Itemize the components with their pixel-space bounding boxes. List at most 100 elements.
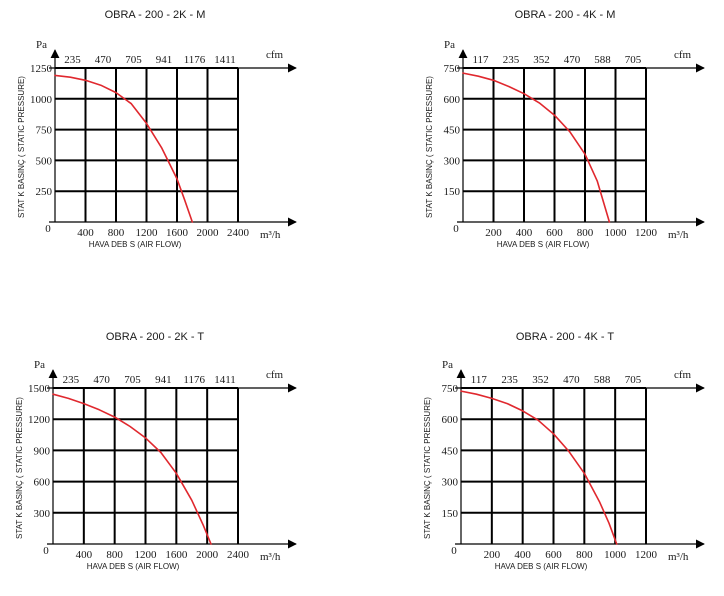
top-unit-label: cfm xyxy=(266,369,284,381)
y-tick-label: 300 xyxy=(444,155,461,167)
y-tick-label: 750 xyxy=(444,63,461,75)
performance-curve xyxy=(460,390,618,545)
chart-title: OBRA - 200 - 2K - M xyxy=(105,9,206,21)
top-tick-label: 1176 xyxy=(183,374,205,386)
y-tick-label: 300 xyxy=(34,508,51,520)
chart-title: OBRA - 200 - 4K - T xyxy=(516,331,615,343)
x-tick-label: 800 xyxy=(576,549,593,561)
y-unit-label: Pa xyxy=(36,39,47,51)
y-tick-label: 150 xyxy=(444,186,461,198)
x-unit-label: m³/h xyxy=(260,229,281,241)
chart-4: OBRA - 200 - 4K - T 200 400 600 800 1000 1200 1… xyxy=(423,331,705,571)
top-tick-label: 235 xyxy=(503,54,520,66)
y-tick-label: 600 xyxy=(442,414,459,426)
x-tick-label: 1600 xyxy=(165,549,188,561)
top-tick-label: 470 xyxy=(563,374,580,386)
top-tick-label: 235 xyxy=(64,54,81,66)
top-tick-label: 470 xyxy=(93,374,110,386)
top-tick-label: 941 xyxy=(156,54,173,66)
top-tick-label: 352 xyxy=(532,374,549,386)
top-tick-label: 470 xyxy=(95,54,112,66)
x-tick-label: 800 xyxy=(108,227,125,239)
x-axis-title: HAVA DEB S (AIR FLOW) xyxy=(497,240,590,249)
top-unit-label: cfm xyxy=(266,49,284,61)
top-unit-label: cfm xyxy=(674,49,692,61)
top-tick-label: 588 xyxy=(594,54,611,66)
top-tick-label: 470 xyxy=(564,54,581,66)
x-tick-label: 1200 xyxy=(635,549,658,561)
top-tick-label: 235 xyxy=(501,374,518,386)
x-tick-label: 600 xyxy=(545,549,562,561)
y-tick-label: 500 xyxy=(36,155,53,167)
chart-title: OBRA - 200 - 4K - M xyxy=(515,9,616,21)
x-axis-title: HAVA DEB S (AIR FLOW) xyxy=(495,562,588,571)
y-tick-label: 1500 xyxy=(28,383,51,395)
y-tick-label: 1000 xyxy=(30,94,53,106)
x-tick-label: 800 xyxy=(106,549,123,561)
x-tick-label: 400 xyxy=(76,549,93,561)
top-tick-label: 588 xyxy=(594,374,611,386)
y-tick-label: 250 xyxy=(36,186,53,198)
y-tick-label: 750 xyxy=(36,125,53,137)
x-tick-label: 400 xyxy=(516,227,533,239)
x-tick-label: 200 xyxy=(485,227,502,239)
top-tick-label: 1176 xyxy=(184,54,206,66)
top-tick-label: 117 xyxy=(472,54,489,66)
y-axis-title: STAT K BASINÇ ( STATIC PRESSURE) xyxy=(423,397,432,539)
y-tick-label: 300 xyxy=(442,477,459,489)
y-tick-label: 750 xyxy=(442,383,459,395)
y-axis-title: STAT K BASINÇ ( STATIC PRESSURE) xyxy=(17,76,26,218)
y-tick-label: 600 xyxy=(444,94,461,106)
origin-label: 0 xyxy=(43,545,49,557)
x-tick-label: 1200 xyxy=(135,549,158,561)
x-axis-title: HAVA DEB S (AIR FLOW) xyxy=(87,562,180,571)
top-unit-label: cfm xyxy=(674,369,692,381)
top-tick-label: 117 xyxy=(471,374,488,386)
x-tick-label: 200 xyxy=(484,549,501,561)
y-tick-label: 900 xyxy=(34,445,51,457)
top-tick-label: 352 xyxy=(533,54,550,66)
x-tick-label: 2400 xyxy=(227,549,250,561)
performance-curve xyxy=(54,74,194,223)
top-tick-label: 941 xyxy=(155,374,172,386)
top-tick-label: 705 xyxy=(625,374,642,386)
y-tick-label: 450 xyxy=(442,445,459,457)
y-axis-title: STAT K BASINÇ ( STATIC PRESSURE) xyxy=(15,397,24,539)
x-tick-label: 400 xyxy=(77,227,94,239)
x-tick-label: 400 xyxy=(514,549,531,561)
performance-curve xyxy=(462,72,611,223)
top-tick-label: 705 xyxy=(124,374,141,386)
x-tick-label: 2000 xyxy=(196,549,219,561)
x-tick-label: 1200 xyxy=(635,227,658,239)
x-tick-label: 1000 xyxy=(604,549,627,561)
y-axis-title: STAT K BASINÇ ( STATIC PRESSURE) xyxy=(425,76,434,218)
top-tick-label: 1411 xyxy=(214,54,236,66)
chart-2: OBRA - 200 - 4K - M 200 400 600 800 1000 1200 1… xyxy=(425,9,705,249)
y-tick-label: 1200 xyxy=(28,414,51,426)
x-axis-title: HAVA DEB S (AIR FLOW) xyxy=(89,240,182,249)
x-tick-label: 2400 xyxy=(227,227,250,239)
top-tick-label: 235 xyxy=(63,374,80,386)
origin-label: 0 xyxy=(45,223,51,235)
y-unit-label: Pa xyxy=(442,359,453,371)
x-tick-label: 1600 xyxy=(166,227,189,239)
x-unit-label: m³/h xyxy=(260,551,281,563)
top-tick-label: 705 xyxy=(125,54,142,66)
y-tick-label: 1250 xyxy=(30,63,53,75)
x-tick-label: 1000 xyxy=(605,227,628,239)
x-unit-label: m³/h xyxy=(668,229,689,241)
chart-title: OBRA - 200 - 2K - T xyxy=(106,331,205,343)
origin-label: 0 xyxy=(453,223,459,235)
x-tick-label: 2000 xyxy=(197,227,220,239)
x-unit-label: m³/h xyxy=(668,551,689,563)
x-tick-label: 800 xyxy=(577,227,594,239)
chart-3: OBRA - 200 - 2K - T 400 800 1200 1600 2000 240… xyxy=(15,331,297,571)
x-tick-label: 1200 xyxy=(136,227,159,239)
origin-label: 0 xyxy=(451,545,457,557)
top-tick-label: 1411 xyxy=(214,374,236,386)
y-tick-label: 450 xyxy=(444,125,461,137)
top-tick-label: 705 xyxy=(625,54,642,66)
x-tick-label: 600 xyxy=(546,227,563,239)
y-unit-label: Pa xyxy=(444,39,455,51)
